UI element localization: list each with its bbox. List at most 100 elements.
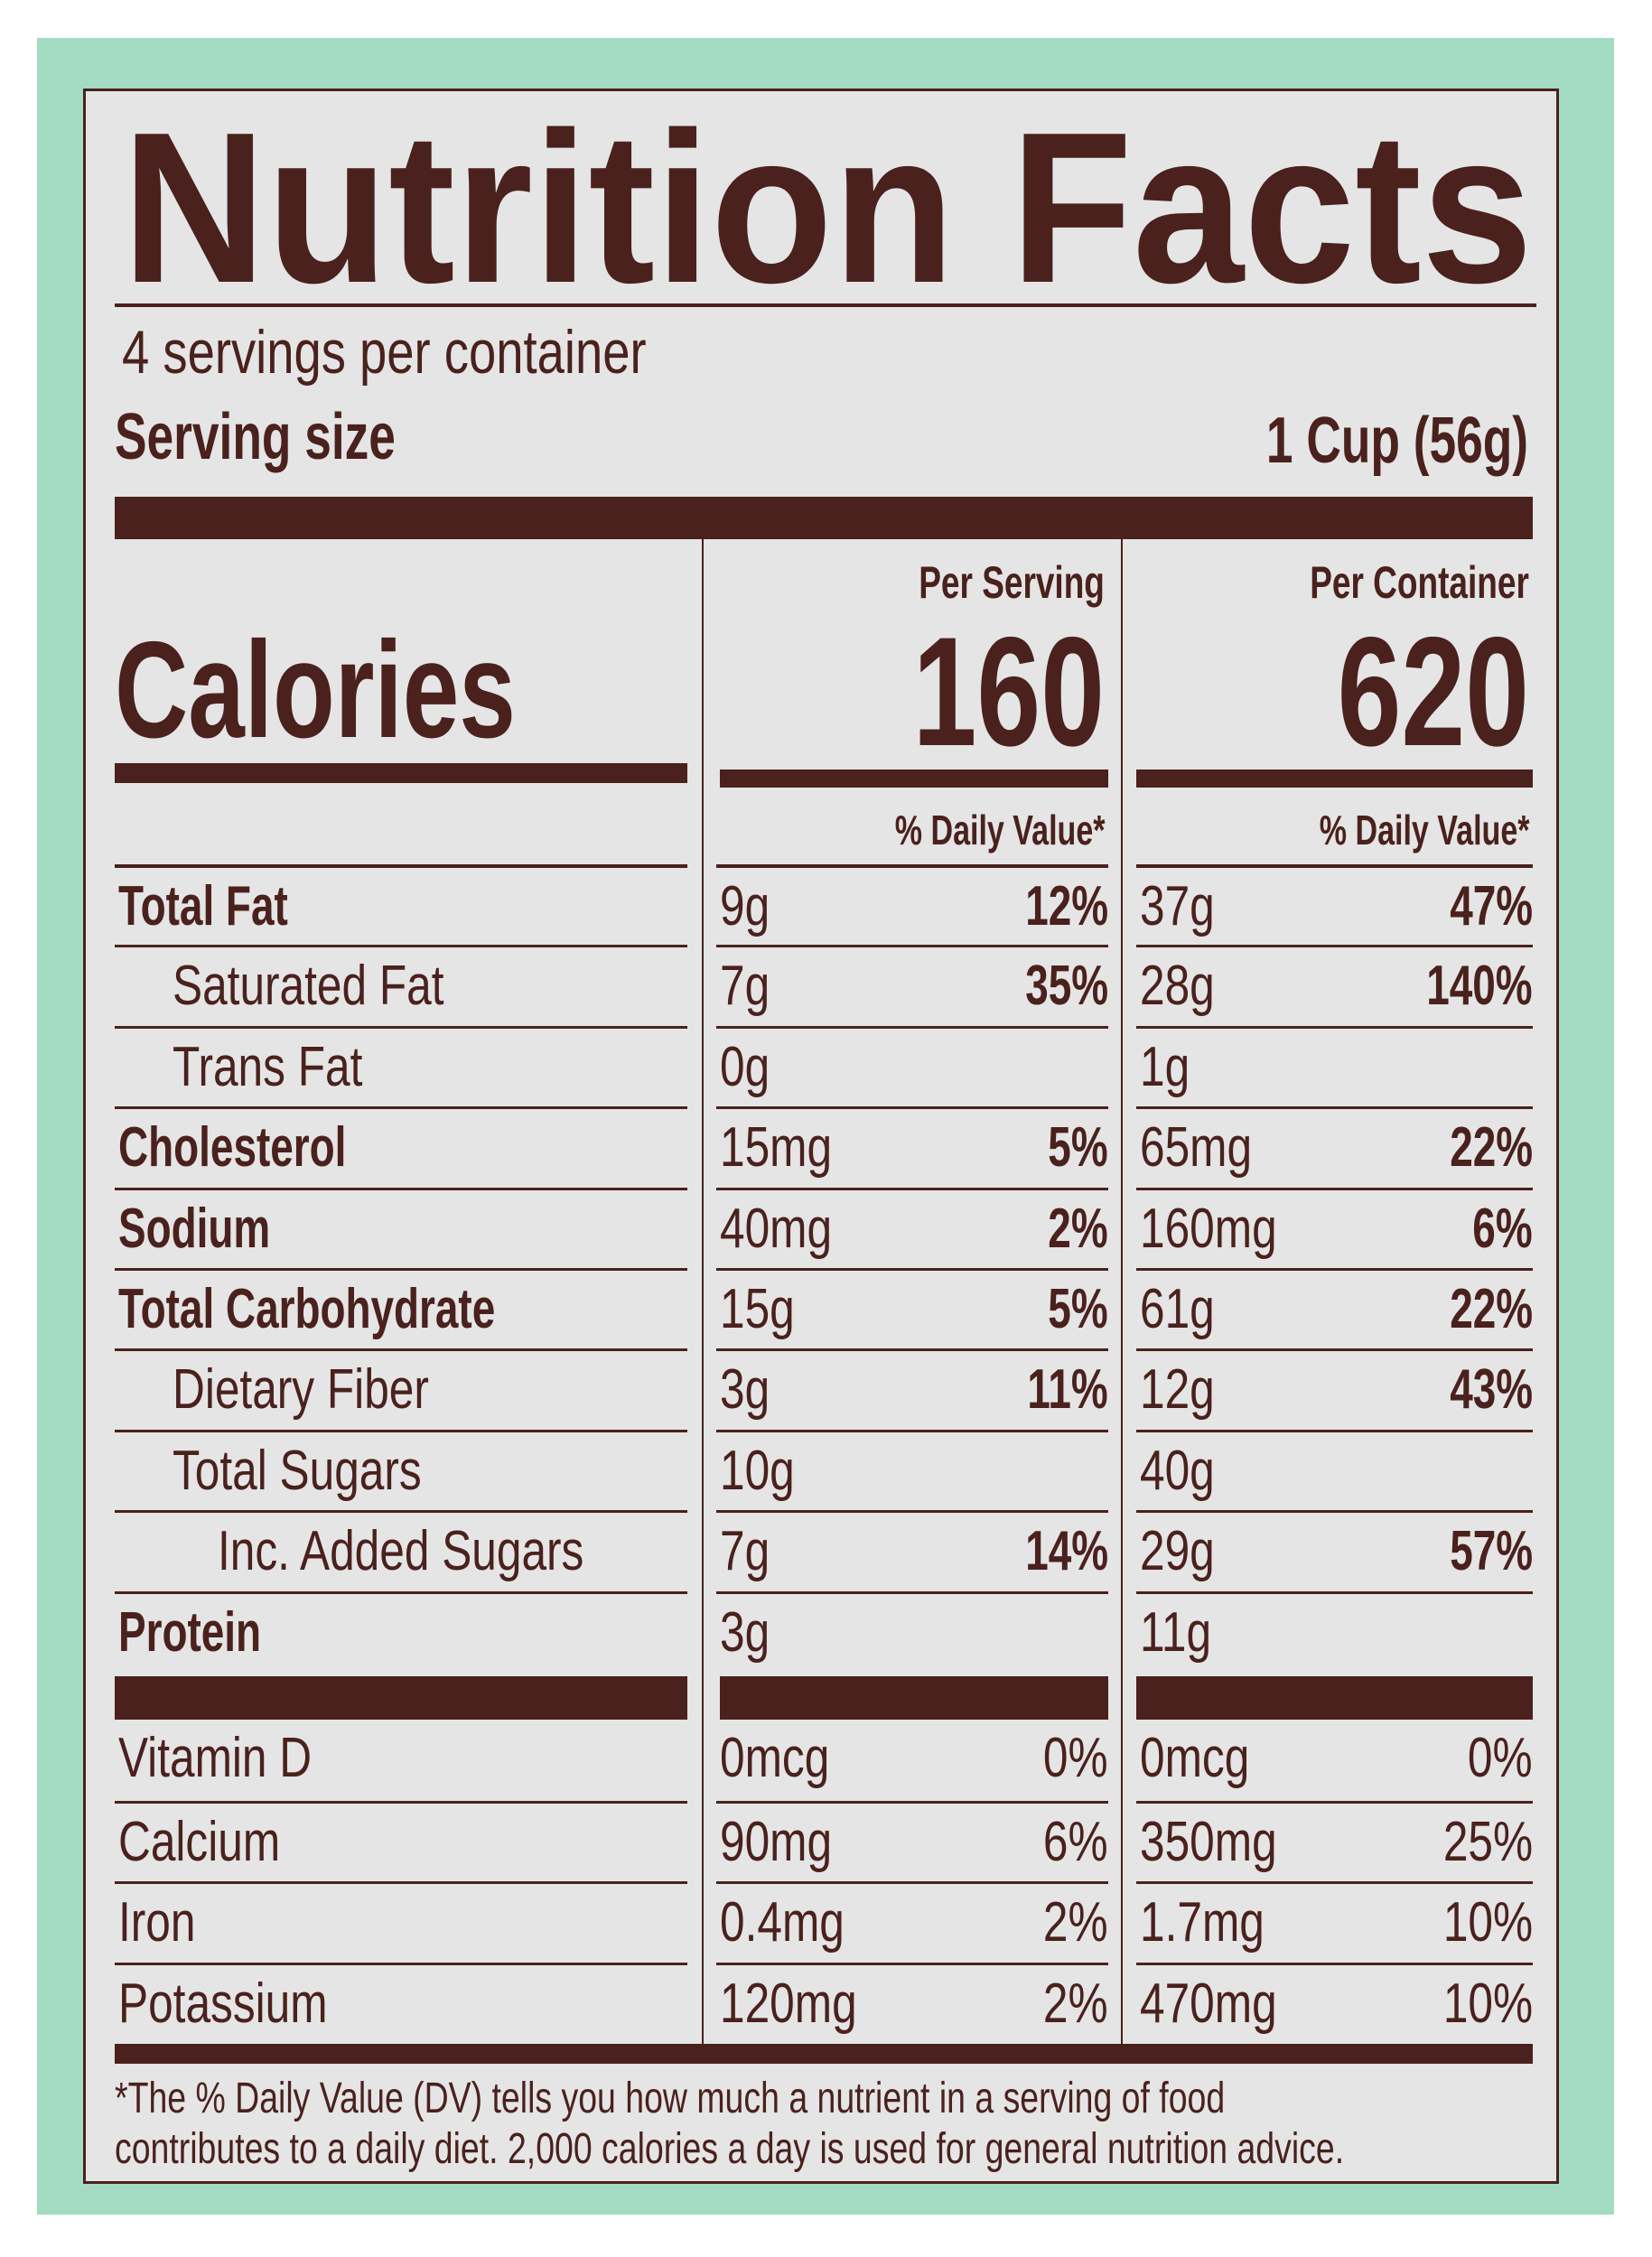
- nutrient-name-cell: Protein: [115, 1590, 687, 1672]
- serving-amount-text: 15g: [720, 1278, 795, 1340]
- nutrient-name-text: Dietary Fiber: [173, 1358, 429, 1422]
- serving-amount-text: 7g: [720, 955, 770, 1018]
- per-container-cell: 160mg 6%: [1136, 1187, 1533, 1268]
- container-daily-value: 10%: [1421, 1972, 1533, 2035]
- per-serving-cell: 3g: [716, 1590, 1108, 1672]
- container-dv-text: 25%: [1442, 1810, 1533, 1873]
- nutrient-row: Saturated Fat 7g 35% 28g 140%: [115, 945, 1533, 1025]
- serving-daily-value: 12%: [996, 879, 1108, 935]
- title-text: Nutrition Facts: [122, 89, 1533, 328]
- serving-amount: 90mg: [720, 1814, 860, 1870]
- nutrient-name: Iron: [118, 1895, 215, 1951]
- column-divider: [702, 539, 704, 2044]
- container-daily-value: 57%: [1421, 1524, 1533, 1580]
- container-amount: 12g: [1140, 1362, 1233, 1418]
- calories-serving-value: 160: [912, 605, 1105, 779]
- container-dv-text: 43%: [1450, 1358, 1533, 1422]
- nutrient-name-cell: Sodium: [115, 1187, 687, 1268]
- container-daily-value: 0%: [1451, 1730, 1533, 1786]
- container-dv-text: 10%: [1442, 1972, 1533, 2035]
- serving-size-value: 1 Cup (56g): [1174, 408, 1528, 473]
- container-amount: 65mg: [1140, 1120, 1280, 1176]
- serving-daily-value: 2%: [1027, 1200, 1108, 1257]
- per-serving-text: Per Serving: [919, 557, 1105, 608]
- nutrient-name: Inc. Added Sugars: [218, 1524, 676, 1580]
- per-container-cell: 40g: [1136, 1429, 1533, 1510]
- calories-divider: [720, 769, 1108, 788]
- container-amount-text: 40g: [1140, 1439, 1215, 1502]
- container-amount: 160mg: [1140, 1200, 1311, 1257]
- nutrient-name-cell: Calcium: [115, 1800, 687, 1881]
- thick-divider: [1136, 1676, 1533, 1720]
- per-container-cell: 1g: [1136, 1025, 1533, 1106]
- serving-dv-text: 35%: [1025, 955, 1108, 1018]
- nutrient-name: Cholesterol: [118, 1120, 426, 1176]
- container-dv-text: 10%: [1442, 1891, 1533, 1954]
- container-dv-text: 57%: [1450, 1520, 1533, 1583]
- vitamin-row: Calcium 90mg 6% 350mg 25%: [115, 1800, 1533, 1881]
- per-container-header: Per Container: [1233, 560, 1529, 605]
- nutrient-name-text: Total Carbohydrate: [118, 1278, 496, 1340]
- calories-per-container: 620: [1270, 614, 1529, 769]
- column-divider: [1121, 539, 1123, 2044]
- servings-text: 4 servings per container: [122, 318, 647, 387]
- serving-size-label-text: Serving size: [115, 401, 396, 473]
- container-amount-text: 28g: [1140, 955, 1215, 1018]
- serving-dv-text: 12%: [1025, 875, 1108, 937]
- nutrient-name-cell: Iron: [115, 1881, 687, 1962]
- serving-size-label: Serving size: [115, 405, 494, 470]
- serving-amount: 0.4mg: [720, 1895, 875, 1951]
- nutrient-name-text: Total Fat: [118, 875, 288, 937]
- thick-divider: [115, 497, 1533, 539]
- per-container-text: Per Container: [1310, 557, 1529, 608]
- container-daily-value: 43%: [1421, 1362, 1533, 1418]
- calories-per-serving: 160: [845, 614, 1105, 769]
- container-daily-value: 25%: [1421, 1814, 1533, 1870]
- nutrient-name-text: Inc. Added Sugars: [218, 1520, 584, 1583]
- serving-size-value-text: 1 Cup (56g): [1265, 405, 1528, 477]
- footnote-text: *The % Daily Value (DV) tells you how mu…: [115, 2075, 1226, 2122]
- container-amount: 37g: [1140, 879, 1233, 935]
- nutrient-name-cell: Potassium: [115, 1962, 687, 2043]
- calories-divider: [1136, 769, 1533, 788]
- per-container-cell: 61g 22%: [1136, 1268, 1533, 1348]
- serving-daily-value: 14%: [996, 1524, 1108, 1580]
- per-container-cell: 470mg 10%: [1136, 1962, 1533, 2043]
- per-container-cell: 37g 47%: [1136, 864, 1533, 945]
- per-serving-cell: 15mg 5%: [716, 1106, 1108, 1187]
- per-serving-cell: 120mg 2%: [716, 1962, 1108, 2043]
- per-container-cell: 350mg 25%: [1136, 1800, 1533, 1881]
- container-amount-text: 11g: [1140, 1600, 1212, 1664]
- serving-dv-text: 2%: [1043, 1972, 1108, 2035]
- thick-divider: [115, 1676, 687, 1720]
- container-amount-text: 1.7mg: [1140, 1891, 1265, 1954]
- container-amount-text: 29g: [1140, 1520, 1215, 1583]
- serving-amount-text: 15mg: [720, 1116, 833, 1180]
- nutrient-name: Total Fat: [118, 879, 348, 935]
- container-amount: 61g: [1140, 1282, 1233, 1338]
- vitamin-row: Potassium 120mg 2% 470mg 10%: [115, 1962, 1533, 2043]
- serving-daily-value: 0%: [1027, 1730, 1108, 1786]
- nutrient-name: Trans Fat: [173, 1039, 410, 1096]
- nutrient-name-text: Protein: [118, 1600, 262, 1664]
- footnote-line-2: contributes to a daily diet. 2,000 calor…: [115, 2128, 1652, 2171]
- nutrient-name-cell: Inc. Added Sugars: [115, 1510, 687, 1590]
- serving-daily-value: 35%: [996, 958, 1108, 1014]
- serving-amount-text: 3g: [720, 1358, 770, 1422]
- nutrient-row: Total Fat 9g 12% 37g 47%: [115, 864, 1533, 945]
- per-container-cell: 65mg 22%: [1136, 1106, 1533, 1187]
- container-amount-text: 1g: [1140, 1035, 1190, 1098]
- vitamin-row: Vitamin D 0mcg 0% 0mcg 0%: [115, 1720, 1533, 1800]
- nutrient-row: Total Carbohydrate 15g 5% 61g 22%: [115, 1268, 1533, 1348]
- calories-label: Calories: [115, 621, 657, 759]
- serving-amount: 120mg: [720, 1975, 891, 2032]
- container-amount: 11g: [1140, 1600, 1229, 1664]
- serving-dv-text: 5%: [1048, 1116, 1108, 1180]
- nutrient-name-text: Vitamin D: [118, 1727, 313, 1789]
- serving-amount: 0g: [720, 1039, 782, 1096]
- container-daily-value: 10%: [1421, 1895, 1533, 1951]
- serving-daily-value: 2%: [1027, 1972, 1108, 2035]
- container-amount-text: 470mg: [1140, 1972, 1277, 2035]
- per-serving-cell: 7g 14%: [716, 1510, 1108, 1590]
- serving-amount-text: 90mg: [720, 1810, 833, 1873]
